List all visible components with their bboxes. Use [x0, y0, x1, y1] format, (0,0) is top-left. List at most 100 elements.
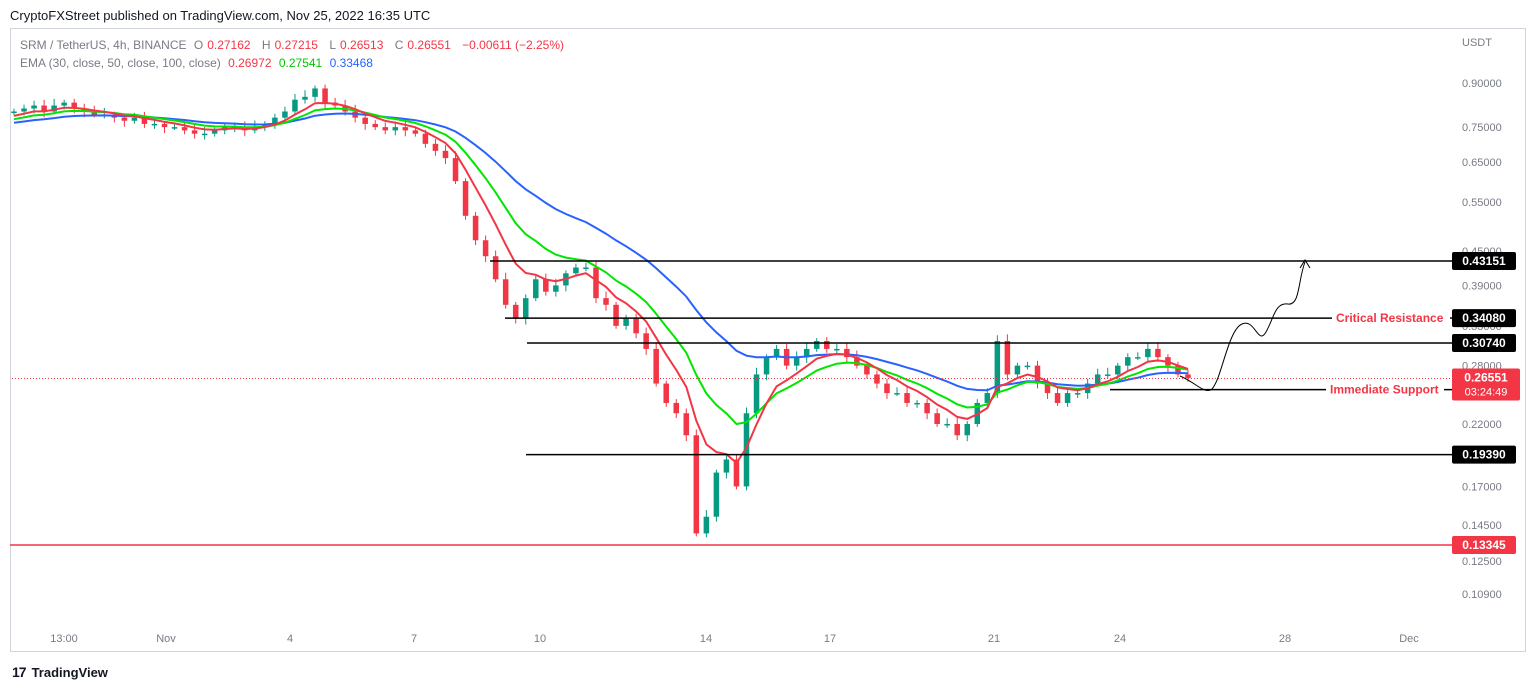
- candle-body: [41, 105, 47, 112]
- y-tick-label: 0.65000: [1462, 157, 1502, 169]
- x-tick-label: 17: [824, 633, 836, 645]
- ema-label: EMA (30, close, 50, close, 100, close): [20, 56, 221, 70]
- ema50-line: [13, 107, 1189, 426]
- candle-body: [1064, 393, 1071, 403]
- candle-body: [302, 96, 308, 100]
- candle-body: [1004, 340, 1011, 375]
- x-tick-label: 28: [1279, 633, 1291, 645]
- publisher-line: CryptoFXStreet published on TradingView.…: [10, 8, 431, 23]
- x-tick-label: 21: [988, 633, 1000, 645]
- y-tick-label: 0.14500: [1462, 520, 1502, 532]
- candle-body: [944, 424, 950, 426]
- candle-body: [964, 424, 971, 436]
- candle-body: [793, 357, 800, 366]
- candle-body: [583, 267, 589, 269]
- candle-body: [543, 279, 549, 292]
- candle-body: [402, 127, 409, 131]
- candle-body: [924, 402, 930, 414]
- candle-body: [472, 215, 479, 241]
- y-tick-label: 0.55000: [1462, 197, 1502, 209]
- x-tick-label: Dec: [1399, 633, 1419, 645]
- open-label: O: [193, 38, 204, 52]
- candle-body: [533, 279, 539, 299]
- ema-legend: EMA (30, close, 50, close, 100, close) 0…: [20, 56, 377, 70]
- candle-body: [372, 123, 378, 128]
- change-value: −0.00611 (−2.25%): [462, 38, 565, 52]
- high-label: H: [261, 38, 271, 52]
- candle-body: [904, 393, 910, 403]
- candle-body: [502, 279, 509, 305]
- level-price-box: [1452, 445, 1516, 464]
- candle-body: [151, 123, 158, 126]
- tradingview-logo-text: TradingView: [31, 664, 108, 680]
- candle-body: [272, 117, 278, 124]
- candle-body: [1074, 393, 1081, 395]
- candle-body: [703, 516, 710, 534]
- candle-body: [382, 127, 389, 131]
- candle-body: [553, 285, 559, 292]
- level-price-box: [1452, 309, 1516, 328]
- candle-body: [412, 130, 419, 134]
- candle-body: [201, 133, 208, 136]
- candle-body: [914, 402, 920, 405]
- x-tick-label: Nov: [156, 633, 176, 645]
- candle-body: [643, 333, 649, 349]
- level-price-box: [1452, 536, 1516, 555]
- y-tick-label: 0.22000: [1462, 419, 1502, 431]
- candle-body: [141, 117, 148, 124]
- x-tick-label: 14: [700, 633, 712, 645]
- candle-body: [292, 99, 298, 112]
- candle-body: [633, 318, 639, 334]
- candle-body: [512, 304, 519, 319]
- candle-body: [1115, 365, 1121, 375]
- candle-body: [653, 348, 659, 384]
- candle-body: [191, 130, 198, 134]
- candle-body: [573, 267, 579, 274]
- candle-body: [984, 393, 991, 403]
- candle-body: [161, 123, 168, 128]
- candle-body: [522, 298, 529, 319]
- candle-body: [31, 105, 37, 109]
- candle-body: [994, 340, 1001, 394]
- y-tick-label: 0.90000: [1462, 78, 1502, 90]
- candle-body: [71, 102, 77, 109]
- candle-body: [362, 117, 368, 124]
- level-annotation: Immediate Support: [1330, 383, 1439, 397]
- candle-body: [954, 424, 960, 436]
- candle-body: [171, 127, 178, 129]
- candle-body: [763, 357, 770, 375]
- candle-body: [844, 348, 850, 358]
- level-price-box: [1452, 251, 1516, 270]
- chart-frame[interactable]: [10, 28, 1526, 652]
- candle-body: [442, 150, 449, 159]
- x-tick-label: 24: [1114, 633, 1126, 645]
- x-tick-label: 7: [411, 633, 417, 645]
- candle-body: [131, 117, 138, 121]
- candle-body: [91, 111, 98, 115]
- ema100-value: 0.33468: [329, 56, 373, 70]
- candle-body: [934, 413, 940, 425]
- level-price-label: 0.43151: [1462, 254, 1506, 268]
- y-tick-label: 0.17000: [1462, 481, 1502, 493]
- candle-body: [1185, 374, 1191, 379]
- candle-body: [613, 304, 619, 326]
- candle-body: [663, 383, 669, 403]
- tradingview-logo[interactable]: 17 TradingView: [12, 664, 108, 680]
- candle-body: [1044, 383, 1051, 394]
- low-label: L: [329, 38, 337, 52]
- candle-body: [623, 318, 629, 326]
- candle-body: [1094, 374, 1101, 384]
- candle-body: [723, 459, 730, 473]
- candle-body: [864, 365, 870, 375]
- ema30-value: 0.26972: [228, 56, 272, 70]
- open-value: 0.27162: [207, 38, 251, 52]
- candle-body: [61, 102, 67, 106]
- candle-body: [603, 298, 609, 305]
- candle-body: [854, 357, 860, 366]
- candle-body: [673, 402, 680, 414]
- candle-body: [733, 459, 740, 487]
- candle-body: [21, 108, 27, 112]
- close-value: 0.26551: [407, 38, 451, 52]
- high-value: 0.27215: [274, 38, 318, 52]
